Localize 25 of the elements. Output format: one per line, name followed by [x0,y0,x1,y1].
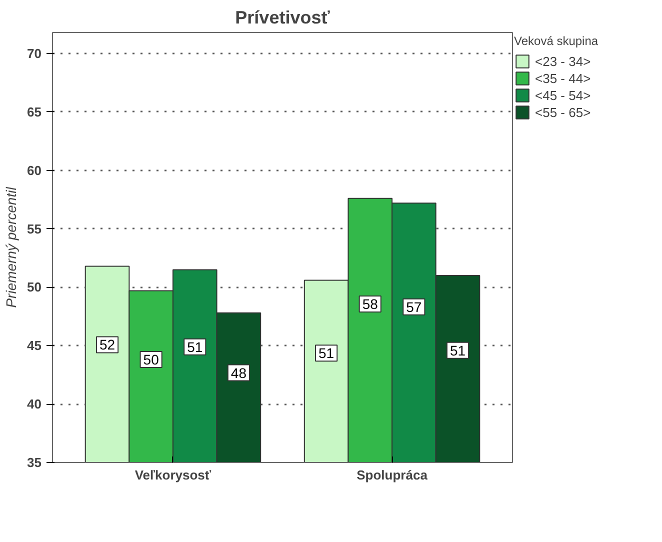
y-tick-label: 60 [27,162,42,178]
y-tick-label: 45 [27,338,42,354]
data-label: 58 [362,296,378,312]
data-label: 52 [99,336,116,353]
legend-title: Veková skupina [514,34,598,48]
y-tick-label: 70 [27,46,42,62]
legend-label: <23 - 34> [535,54,591,68]
legend-label: <45 - 54> [535,88,591,102]
x-tick-label: Veľkorysosť [134,468,212,482]
x-tick-label: Spolupráca [356,468,428,482]
data-label: 51 [318,345,334,362]
data-label: 51 [187,338,203,355]
y-tick-label: 50 [27,280,42,295]
y-tick-label: 40 [27,396,42,412]
data-label: 50 [143,351,160,368]
data-label: 57 [406,298,422,315]
chart-title: Prívetivosť [235,8,330,28]
y-axis-title: Priemerný percentil [3,186,20,308]
y-tick-label: 35 [27,455,42,470]
data-label: 51 [450,342,466,358]
legend-label: <35 - 44> [535,70,591,86]
legend-label: <55 - 65> [535,104,591,120]
y-tick-label: 65 [27,104,42,120]
data-label: 48 [230,364,247,381]
y-tick-label: 55 [27,221,42,236]
